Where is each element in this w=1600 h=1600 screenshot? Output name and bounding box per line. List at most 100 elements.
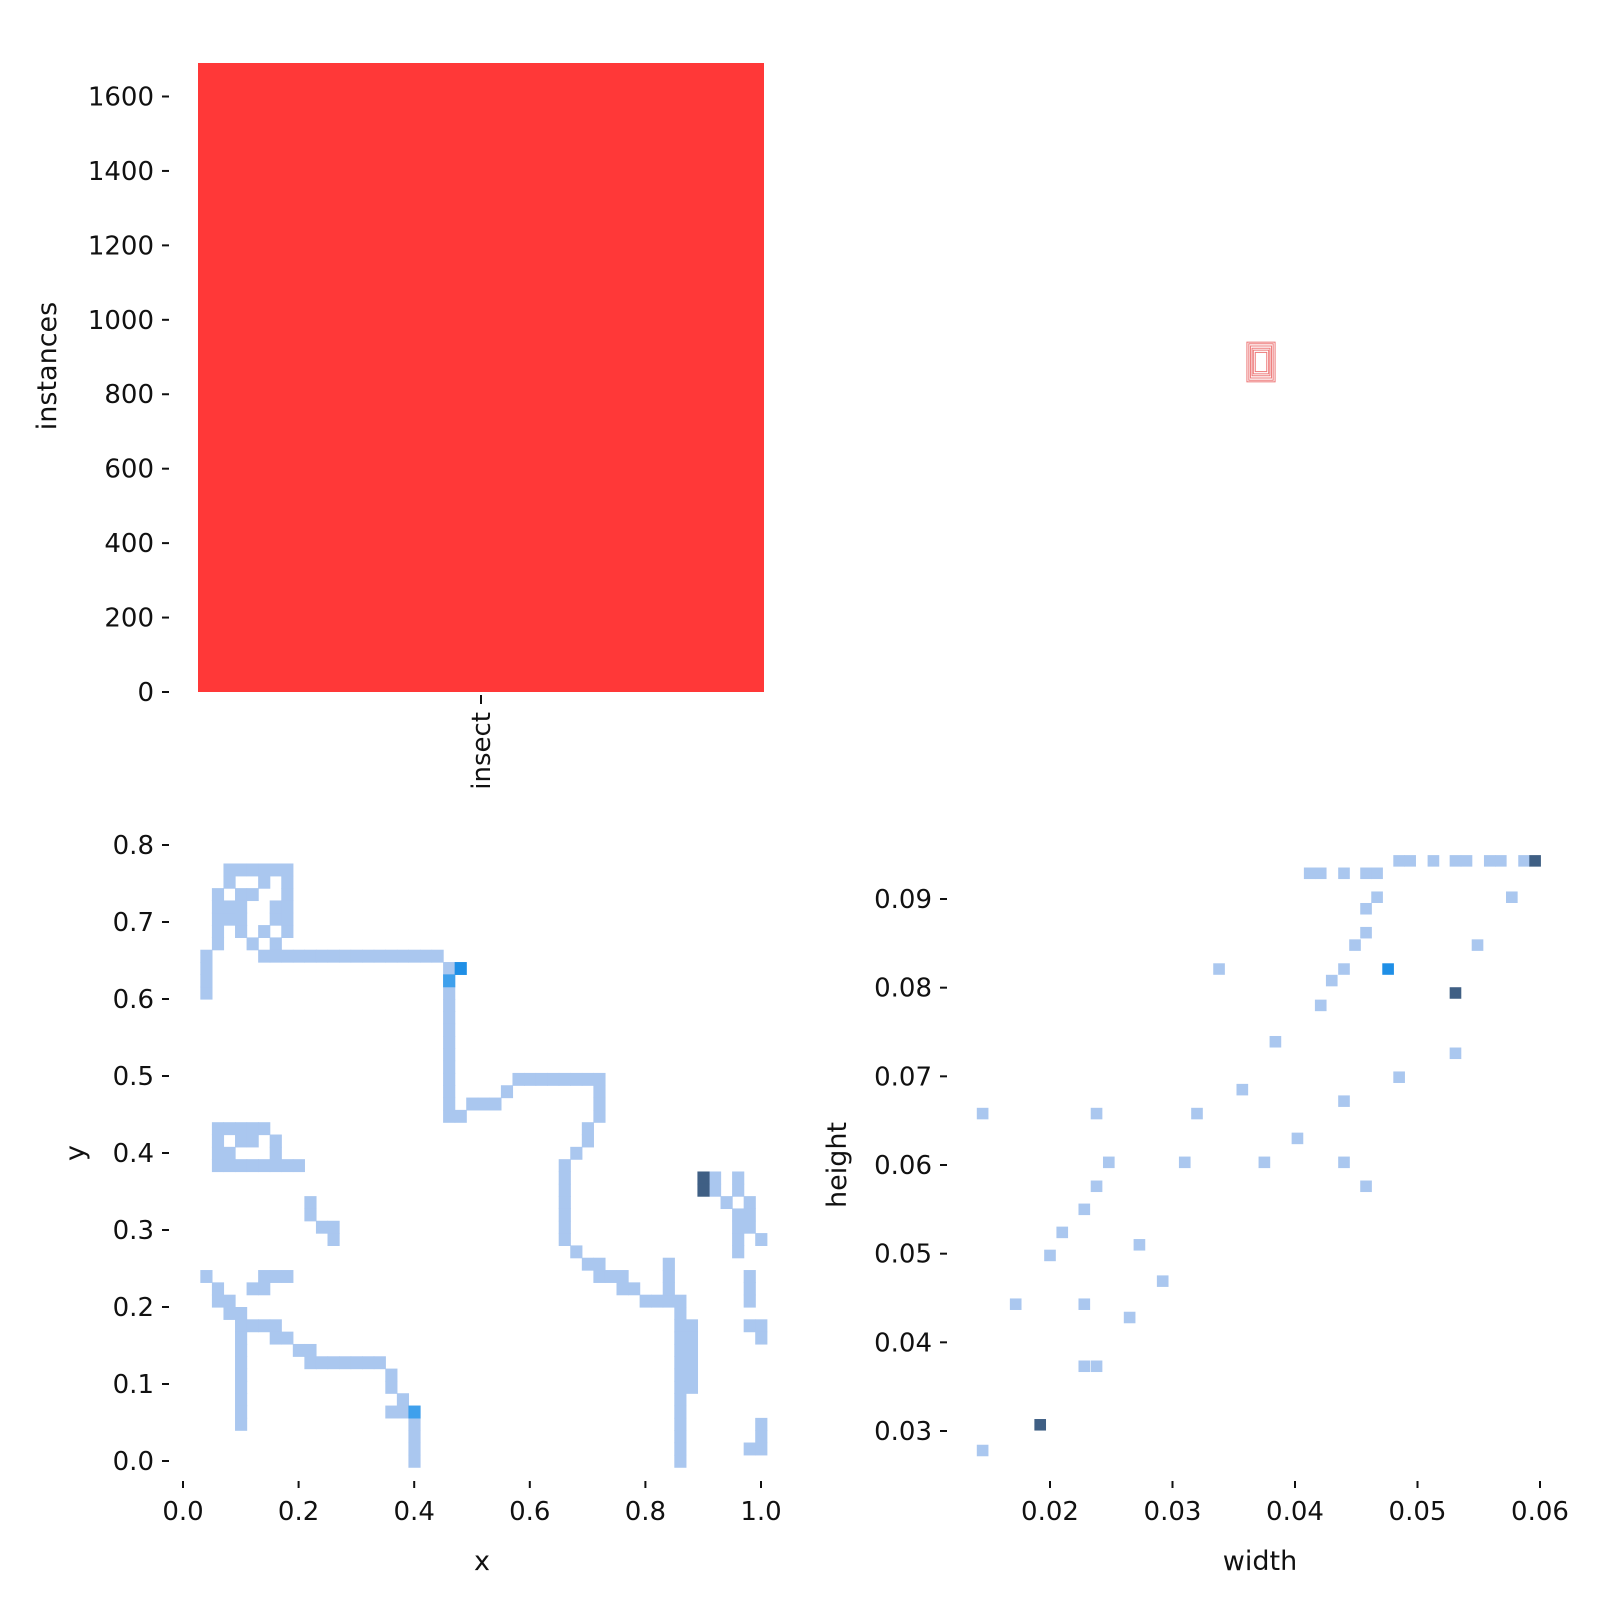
xy-hist-cell (755, 1233, 768, 1246)
xy-hist-cell (211, 1282, 225, 1296)
xy-hist-cell (732, 1220, 745, 1234)
xy-hist-cell (304, 1356, 317, 1370)
xy-x-tick-label: 1.0 (740, 1497, 781, 1527)
wh-hist-cell (976, 1444, 989, 1457)
xy-hist-cell (674, 1307, 687, 1320)
xy-hist-cell (396, 1393, 410, 1407)
xy-hist-cell (350, 1356, 363, 1370)
wh-hist-cell (1518, 855, 1530, 867)
xy-hist-cell (235, 1307, 248, 1320)
xy-hist-cell (235, 1356, 248, 1370)
xy-hist-cell (581, 1122, 594, 1136)
xy-hist-cell (223, 875, 236, 889)
wh-hist-cell (1393, 1071, 1405, 1083)
xy-hist-cell-highlight (454, 962, 467, 975)
xy-hist-cell (674, 1331, 687, 1345)
xy-hist-cell (304, 1196, 317, 1210)
wh-histogram-cells (976, 855, 1541, 1457)
xy-hist-cell (755, 1430, 768, 1444)
xy-hist-cell (674, 1393, 687, 1407)
xy-hist-cell (269, 900, 282, 914)
xy-hist-cell (396, 949, 410, 963)
xy-hist-cell (235, 863, 248, 877)
xy-hist-cell (443, 1035, 456, 1049)
xy-y-tick-label: 0.0 (113, 1447, 154, 1477)
wh-hist-cell (1258, 1156, 1271, 1169)
xy-hist-cell (674, 1368, 687, 1382)
xy-hist-cell (535, 1072, 548, 1086)
xy-hist-cell (616, 1282, 629, 1296)
xy-hist-cell (258, 925, 271, 938)
xy-hist-cell (593, 1085, 606, 1099)
xy-hist-cell (223, 1307, 236, 1320)
xy-hist-cell (339, 1356, 352, 1370)
xy-x-tick-label: 0.0 (162, 1497, 203, 1527)
xy-hist-cell (281, 875, 294, 889)
xy-hist-cell (235, 1319, 248, 1333)
xy-hist-cell (466, 1097, 479, 1111)
xy-hist-cell (327, 1356, 340, 1370)
bar-y-tick-label: 600 (104, 455, 154, 485)
xy-hist-cell (593, 1097, 606, 1111)
wh-hist-cell (1338, 1156, 1350, 1169)
xy-hist-cell (373, 949, 386, 963)
xy-hist-cell (223, 1146, 236, 1160)
xy-hist-cell (200, 949, 213, 963)
xy-hist-cell (570, 1146, 583, 1160)
xy-hist-cell (235, 1393, 248, 1407)
xy-hist-cell (512, 1072, 525, 1086)
xy-hist-cell (477, 1097, 490, 1111)
xy-hist-cell (304, 1343, 317, 1357)
xy-hist-cell (223, 863, 236, 877)
xy-hist-cell (674, 1430, 687, 1444)
wh-hist-cell (1404, 855, 1416, 867)
wh-hist-cell (1483, 855, 1496, 867)
xy-hist-cell (246, 1134, 259, 1148)
xy-hist-cell (674, 1380, 687, 1394)
xy-hist-cell (235, 1159, 248, 1173)
xy-hist-cell (211, 912, 225, 926)
wh-hist-cell (1393, 855, 1405, 867)
wh-hist-cell (1360, 867, 1372, 880)
xy-hist-cell (281, 1270, 294, 1283)
xy-hist-cell (269, 863, 282, 877)
xy-y-axis: 0.0 0.1 0.2 0.3 0.4 0.5 0.6 0.7 0.8 (113, 831, 169, 1477)
xy-hist-cell (315, 949, 329, 963)
xy-histogram-cells (200, 863, 768, 1468)
xy-hist-cell (604, 1270, 618, 1283)
xy-hist-cell (269, 937, 282, 951)
xy-hist-cell (211, 888, 225, 902)
xy-hist-cell (385, 1405, 398, 1419)
wh-hist-cell (1382, 963, 1394, 975)
wh-hist-cell (1044, 1249, 1056, 1262)
xy-hist-cell (362, 949, 375, 963)
xy-y-tick-label: 0.6 (113, 985, 154, 1015)
xy-hist-cell (500, 1085, 514, 1099)
xy-hist-cell (489, 1097, 502, 1111)
xy-hist-cell (281, 900, 294, 914)
xy-y-tick-label: 0.4 (113, 1139, 154, 1169)
xy-hist-cell (235, 1380, 248, 1394)
xy-hist-cell (743, 1220, 756, 1234)
xy-hist-cell (373, 1356, 386, 1370)
wh-hist-cell (1449, 987, 1462, 999)
xy-hist-cell (443, 1060, 456, 1074)
xy-y-axis-label: y (60, 1145, 91, 1161)
xy-hist-cell (235, 1343, 248, 1357)
class-count-chart: 0 200 400 600 800 1000 1200 1400 1600 insect ins… (32, 63, 764, 790)
xy-hist-cell (639, 1294, 652, 1308)
box-outline (1248, 343, 1274, 381)
xy-hist-cell (350, 949, 363, 963)
xy-hist-cell (269, 912, 282, 926)
xy-hist-cell (235, 888, 248, 902)
xy-hist-cell (593, 1270, 606, 1283)
xy-hist-cell (755, 1442, 768, 1456)
wh-y-tick-label: 0.09 (874, 885, 932, 915)
xy-hist-cell (292, 1159, 305, 1173)
wh-hist-cell (1360, 902, 1372, 915)
xy-hist-cell (223, 912, 236, 926)
xy-hist-cell (246, 937, 259, 951)
xy-hist-cell (732, 1171, 745, 1185)
xy-y-tick-label: 0.2 (113, 1293, 154, 1323)
xy-hist-cell (200, 962, 213, 975)
